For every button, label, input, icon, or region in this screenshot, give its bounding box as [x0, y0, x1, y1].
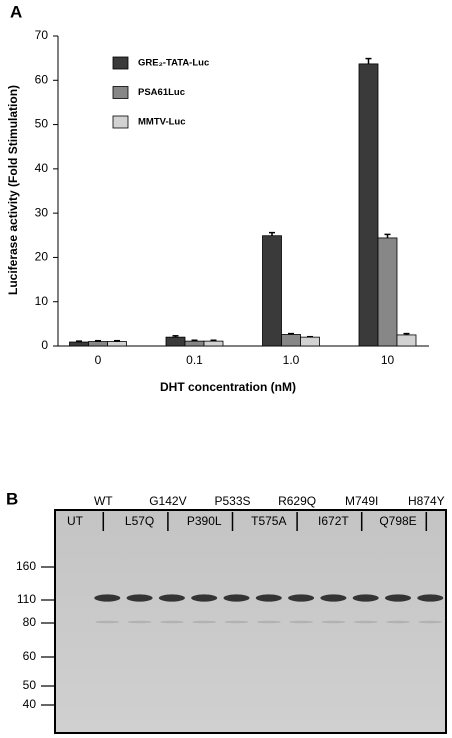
faint-band: [159, 620, 184, 624]
bar: [377, 237, 398, 347]
faint-band: [95, 620, 120, 624]
y-tick-label: 0: [41, 338, 48, 352]
y-tick-label: 20: [35, 250, 49, 264]
bar: [358, 63, 379, 347]
lane-label: R629Q: [278, 494, 316, 508]
blot-membrane: [54, 509, 447, 734]
legend-swatch: [112, 86, 129, 99]
legend-label: GRE₂-TATA-Luc: [138, 58, 209, 69]
x-axis-title: DHT concentration (nM): [160, 380, 296, 394]
y-tick-label: 10: [35, 294, 49, 308]
bar: [281, 334, 301, 347]
faint-band: [256, 620, 281, 624]
lane-label: L57Q: [125, 514, 154, 528]
bar: [69, 341, 89, 347]
y-tick-label: 70: [35, 28, 49, 42]
faint-band: [224, 620, 249, 624]
bar: [203, 340, 224, 347]
legend-label: PSA61Luc: [138, 87, 185, 98]
band: [352, 594, 379, 602]
band: [255, 594, 282, 602]
lane-label: P533S: [214, 494, 250, 508]
marker-label: 80: [23, 615, 37, 629]
band: [385, 594, 411, 602]
faint-band: [418, 620, 443, 624]
bar: [184, 340, 205, 347]
lane-label: G142V: [149, 494, 186, 508]
lane-label: T575A: [251, 514, 286, 528]
bar: [262, 235, 282, 347]
panel-label: A: [10, 2, 22, 21]
bar: [88, 341, 108, 347]
x-tick-label: 1.0: [283, 353, 300, 367]
lane-label: WT: [94, 494, 113, 508]
band: [191, 594, 218, 602]
band: [94, 594, 121, 602]
faint-band: [192, 620, 217, 624]
bar: [396, 334, 417, 347]
lane-label: UT: [67, 514, 84, 528]
band: [417, 594, 444, 602]
faint-band: [321, 620, 346, 624]
legend-label: MMTV-Luc: [138, 117, 186, 128]
marker-label: 40: [23, 697, 37, 711]
lane-label: H874Y: [408, 494, 445, 508]
bar: [165, 336, 186, 347]
band: [320, 594, 347, 602]
faint-band: [127, 620, 152, 624]
band: [126, 594, 153, 602]
y-tick-label: 40: [35, 161, 49, 175]
band: [223, 594, 250, 602]
faint-band: [353, 620, 378, 624]
y-tick-label: 60: [35, 72, 49, 86]
y-tick-label: 30: [35, 205, 49, 219]
x-tick-label: 10: [381, 353, 395, 367]
marker-label: 50: [23, 678, 37, 692]
lane-label: I672T: [318, 514, 349, 528]
marker-label: 160: [16, 559, 36, 573]
legend-swatch: [112, 115, 129, 129]
y-axis-title: Luciferase activity (Fold Stimulation): [6, 85, 20, 295]
faint-band: [386, 620, 410, 624]
lane-label: Q798E: [379, 514, 416, 528]
lane-label: M749I: [345, 494, 378, 508]
band: [158, 594, 185, 602]
panel-label: B: [6, 489, 18, 508]
faint-band: [289, 620, 314, 624]
x-tick-label: 0.1: [186, 353, 203, 367]
lane-label: P390L: [187, 514, 222, 528]
legend-swatch: [112, 56, 129, 70]
marker-label: 60: [23, 649, 37, 663]
x-tick-label: 0: [95, 353, 102, 367]
band: [288, 594, 315, 602]
bar: [107, 341, 127, 347]
bar: [300, 336, 320, 347]
y-tick-label: 50: [35, 117, 49, 131]
marker-label: 110: [17, 592, 36, 606]
